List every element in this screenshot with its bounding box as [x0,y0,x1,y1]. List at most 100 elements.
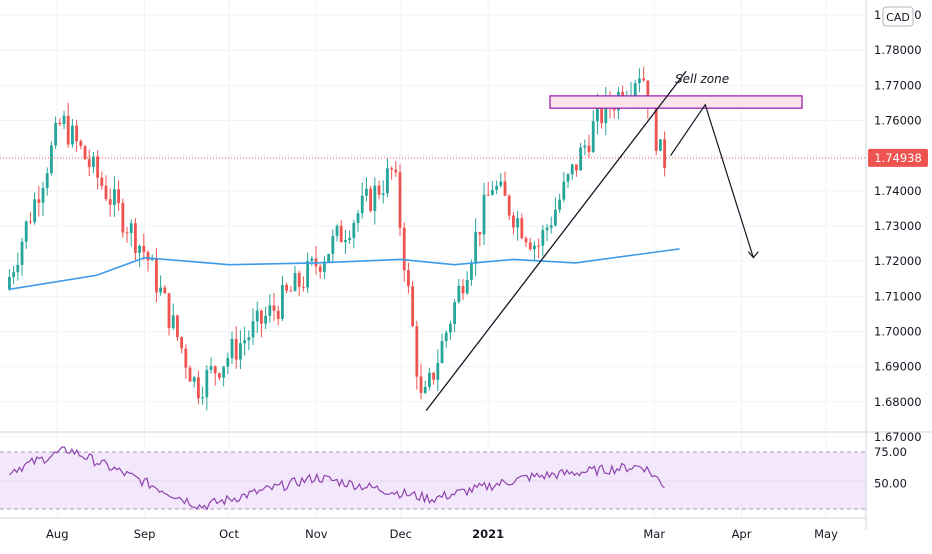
candle [209,357,213,374]
candle [24,220,28,249]
candle [83,144,87,160]
candle [499,173,503,188]
candle [171,303,175,331]
candle [465,271,469,295]
candle [302,276,305,292]
candle [541,225,545,257]
candle [268,294,272,323]
trendline[interactable] [425,70,687,412]
candle [134,218,137,262]
candle [507,194,511,221]
candle [255,301,259,333]
candle [285,282,289,294]
candle [197,370,200,405]
candle [537,238,541,259]
candle [386,158,389,198]
candle [129,219,133,247]
sell-zone-box[interactable] [549,95,803,109]
candle [533,241,536,261]
moving-average-line [9,248,680,291]
candle [528,237,532,251]
candle [356,210,360,232]
candle [176,314,179,342]
time-axis[interactable]: Aug Sep Oct Nov Dec 2021 Mar Apr May [0,517,866,541]
candle [243,326,247,356]
price-tick-label: 1.70000 [874,325,922,339]
candle [104,175,108,202]
candle [440,333,444,364]
candle [239,330,242,370]
candle [297,270,301,297]
currency-label: CAD [886,11,910,24]
candle [234,326,238,369]
candle [638,68,641,93]
candle [264,306,268,330]
candle [251,308,255,345]
candle [516,210,520,241]
candle [201,386,205,405]
candle [167,292,171,336]
candle [12,265,16,285]
time-tick-label: Dec [390,527,412,541]
candle [306,252,310,294]
price-tick-label: 1.78000 [874,43,922,57]
rsi-tick-label: 75.00 [874,445,907,459]
rsi-tick-label: 50.00 [874,477,907,491]
candle [474,218,478,277]
candle [411,280,415,328]
candle [558,193,562,213]
candle [79,139,83,150]
time-tick-label: Apr [732,527,752,541]
candle [260,309,263,338]
candle [226,352,230,375]
price-tick-label: 1.73000 [874,219,922,233]
candle [486,181,490,196]
candle [491,181,494,196]
time-tick-label: Sep [134,527,156,541]
candle [659,139,662,152]
candle [365,177,368,202]
candle [155,248,158,303]
candle [192,376,196,388]
candle [293,265,297,292]
rsi-line [9,446,665,511]
current-price-badge: 1.74938 [868,148,928,167]
price-tick-label: 1.67000 [874,430,922,444]
candle [444,330,448,348]
price-tick-label: 1.68000 [874,395,922,409]
candle [37,186,41,217]
currency-badge[interactable]: CAD [882,6,914,27]
candle [62,110,66,130]
candle [520,213,524,240]
candle [113,176,116,217]
candle [419,363,423,400]
candle [360,182,364,219]
candle [92,151,95,174]
candle [583,139,587,156]
candle [205,365,209,411]
candles [8,66,667,411]
candle [117,180,121,211]
arrow-head [747,251,759,259]
candle [180,336,184,354]
candle [75,119,79,152]
time-tick-label: Nov [305,527,328,541]
current-price-value: 1.74938 [874,151,922,165]
candle [478,231,482,247]
candle [276,305,280,326]
time-tick-label: May [814,527,838,541]
candle [449,320,452,340]
candle [20,237,24,276]
candle [570,163,574,180]
candle [432,371,436,385]
grid-lines [0,0,866,518]
candle [591,110,595,154]
candle [642,66,646,82]
candle [87,149,91,177]
candle [8,269,11,291]
candle [146,250,150,272]
candle [96,150,100,190]
candle [579,142,583,171]
time-tick-label: 2021 [472,527,504,541]
